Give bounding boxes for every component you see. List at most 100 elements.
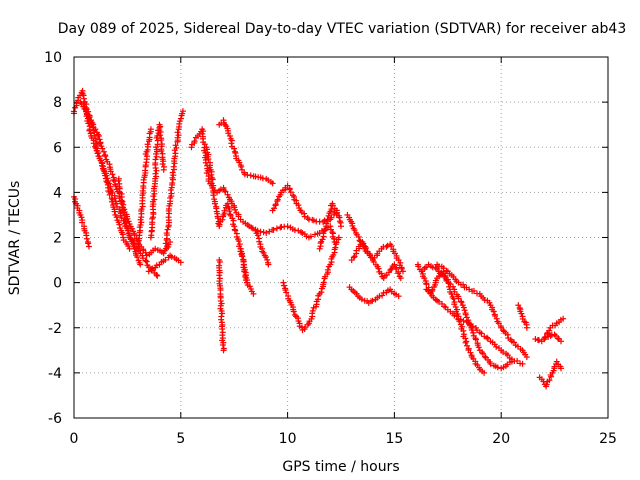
- series-track-x: [434, 261, 530, 361]
- trace-mark: [277, 191, 284, 198]
- trace-mark: [83, 235, 90, 242]
- trace-mark: [355, 233, 362, 240]
- trace-mark: [254, 232, 261, 239]
- trace-mark: [106, 191, 113, 198]
- trace-mark: [369, 254, 376, 261]
- trace-mark: [522, 351, 529, 358]
- trace-mark: [507, 336, 514, 343]
- trace-mark: [135, 243, 142, 250]
- trace-mark: [79, 219, 86, 226]
- trace-mark: [86, 114, 93, 121]
- trace-mark: [153, 262, 160, 269]
- trace-mark: [290, 308, 297, 315]
- trace-mark: [333, 239, 340, 246]
- trace-mark: [523, 321, 530, 328]
- trace-mark: [462, 311, 469, 318]
- trace-mark: [220, 213, 227, 220]
- trace-mark: [493, 315, 500, 322]
- trace-mark: [479, 350, 486, 357]
- y-tick-label: 6: [53, 140, 62, 156]
- trace-mark: [192, 134, 199, 141]
- trace-mark: [378, 270, 385, 277]
- trace-mark: [448, 290, 455, 297]
- trace-mark: [169, 169, 176, 176]
- trace-mark: [325, 212, 332, 219]
- trace-mark: [244, 221, 251, 228]
- series-track-l: [216, 117, 276, 187]
- trace-mark: [238, 163, 245, 170]
- trace-mark: [232, 227, 239, 234]
- trace-mark: [415, 263, 422, 270]
- trace-mark: [396, 273, 403, 280]
- trace-mark: [351, 227, 358, 234]
- trace-mark: [232, 153, 239, 160]
- trace-mark: [547, 332, 554, 339]
- trace-mark: [490, 308, 497, 315]
- trace-mark: [453, 313, 460, 320]
- trace-mark: [209, 185, 216, 192]
- trace-mark: [260, 229, 267, 236]
- trace-mark: [281, 223, 288, 230]
- x-axis-label: GPS time / hours: [282, 459, 399, 475]
- trace-mark: [161, 163, 168, 170]
- trace-mark: [96, 153, 103, 160]
- trace-mark: [543, 381, 550, 388]
- trace-mark: [557, 363, 564, 370]
- trace-mark: [96, 136, 103, 143]
- trace-mark: [299, 229, 306, 236]
- trace-mark: [518, 310, 525, 317]
- trace-mark: [314, 230, 321, 237]
- trace-mark: [208, 171, 215, 178]
- trace-mark: [460, 317, 467, 324]
- trace-mark: [159, 160, 166, 167]
- trace-mark: [174, 129, 181, 136]
- trace-mark: [363, 245, 370, 252]
- trace-mark: [87, 130, 94, 137]
- y-tick-label: 10: [44, 50, 62, 66]
- trace-mark: [295, 202, 302, 209]
- trace-mark: [153, 167, 160, 174]
- trace-mark: [557, 316, 564, 323]
- trace-mark: [248, 224, 255, 231]
- trace-mark: [244, 277, 251, 284]
- trace-mark: [203, 170, 210, 177]
- trace-mark: [248, 288, 255, 295]
- trace-mark: [224, 191, 231, 198]
- trace-mark: [102, 153, 109, 160]
- trace-mark: [321, 217, 328, 224]
- trace-mark: [242, 273, 249, 280]
- series-track-f: [135, 126, 154, 252]
- trace-mark: [241, 268, 248, 275]
- trace-mark: [304, 214, 311, 221]
- trace-mark: [320, 279, 327, 286]
- trace-mark: [135, 240, 142, 247]
- series-track-z: [515, 302, 530, 331]
- trace-mark: [506, 354, 513, 361]
- trace-mark: [450, 295, 457, 302]
- trace-mark: [211, 198, 218, 205]
- trace-mark: [389, 263, 396, 270]
- trace-mark: [475, 344, 482, 351]
- trace-mark: [168, 253, 175, 260]
- trace-mark: [175, 257, 182, 264]
- trace-mark: [322, 226, 329, 233]
- trace-mark: [478, 330, 485, 337]
- trace-mark: [222, 188, 229, 195]
- trace-mark: [337, 219, 344, 226]
- trace-mark: [151, 196, 158, 203]
- trace-mark: [285, 295, 292, 302]
- trace-mark: [388, 242, 395, 249]
- trace-mark: [73, 100, 80, 107]
- trace-mark: [100, 167, 107, 174]
- trace-mark: [147, 128, 154, 135]
- trace-mark: [395, 270, 402, 277]
- trace-mark: [318, 289, 325, 296]
- trace-mark: [473, 290, 480, 297]
- trace-mark: [330, 235, 337, 242]
- trace-mark: [442, 304, 449, 311]
- trace-mark: [460, 281, 467, 288]
- trace-mark: [376, 248, 383, 255]
- trace-mark: [427, 289, 434, 296]
- chart-title: Day 089 of 2025, Sidereal Day-to-day VTE…: [58, 21, 627, 37]
- series-track-w: [419, 261, 515, 372]
